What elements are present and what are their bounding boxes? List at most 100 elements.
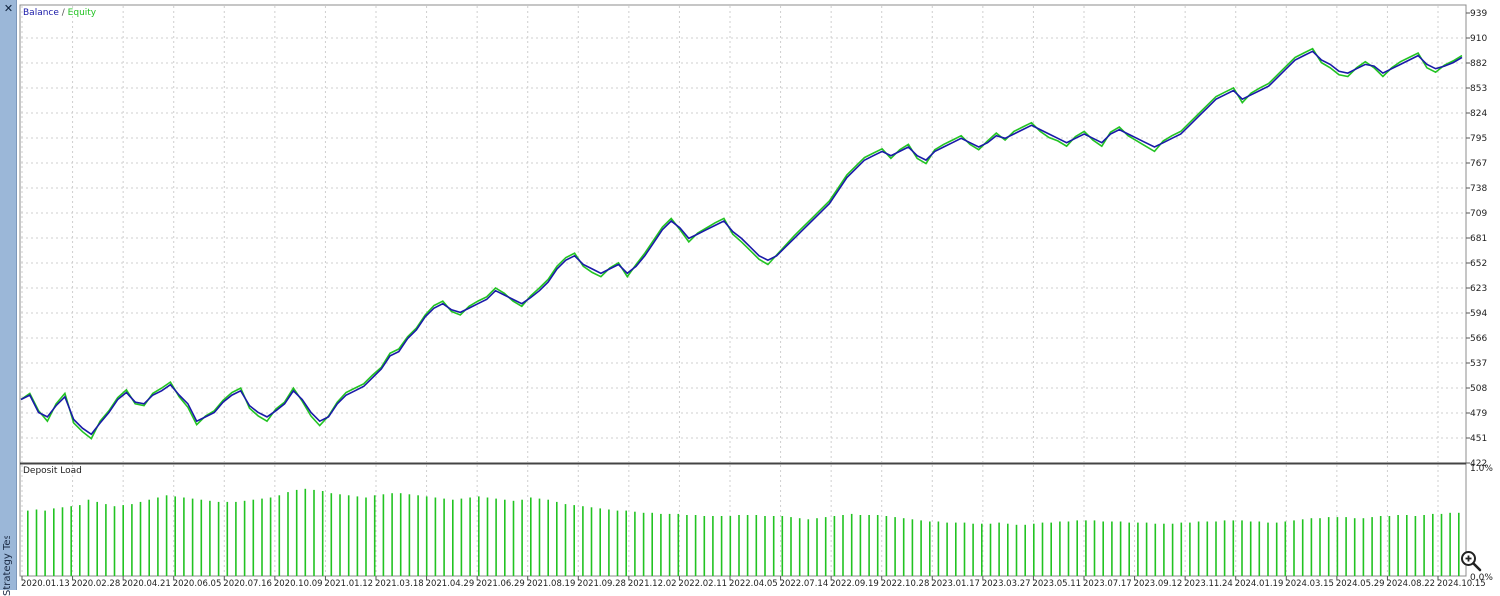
deposit-load-bar [79,505,81,576]
deposit-load-bar [469,497,471,576]
deposit-load-bar [642,512,645,576]
deposit-load-bar [1007,523,1009,576]
deposit-load-bar [495,498,497,576]
deposit-load-bar [1232,520,1235,576]
balance-line [20,50,1463,436]
deposit-load-bar [972,523,974,576]
deposit-load-bar [668,513,671,576]
deposit-load-bar [547,499,549,576]
x-tick-label: 2021.01.12 [324,579,373,589]
deposit-load-bar [937,521,940,576]
deposit-load-bar [790,517,792,576]
deposit-load-bar [460,498,463,576]
x-tick-label: 2021.04.29 [426,579,475,589]
x-tick-label: 2021.03.18 [375,579,424,589]
deposit-load-bar [1171,523,1174,576]
balance-equity-pane[interactable] [19,4,1467,464]
deposit-load-bar [226,501,229,576]
x-tick-label: 2020.07.16 [223,579,272,589]
deposit-load-bar [590,507,593,576]
x-tick-label: 2024.10.15 [1437,579,1486,589]
deposit-load-bar [1015,524,1018,576]
deposit-load-bar [1414,516,1417,576]
deposit-load-bar [1345,517,1347,576]
deposit-load-bar [998,522,1000,576]
deposit-load-bar [295,489,298,576]
deposit-load-bar [876,515,879,576]
deposit-load-bar [824,517,827,576]
deposit-load-bar [313,489,315,576]
deposit-load-bar [902,518,905,576]
deposit-load-bar [1241,520,1243,576]
deposit-load-bar [321,491,324,576]
deposit-load-bar [452,499,454,576]
deposit-load-bar [850,513,853,576]
deposit-load-bar [1050,522,1052,576]
deposit-load-bar [27,510,29,576]
deposit-load-bar [478,496,480,576]
deposit-load-bar [512,500,515,576]
deposit-load-bar [573,505,575,576]
deposit-load-bar [746,515,749,576]
deposit-load-bar [981,523,983,576]
deposit-load-bar [70,506,72,576]
deposit-load-bar [894,517,896,576]
deposit-load-bar [191,498,194,576]
x-tick-label: 2022.04.05 [729,579,778,589]
deposit-load-bar [798,518,801,576]
deposit-load-bar [833,516,836,576]
deposit-load-bar [287,492,289,576]
deposit-load-pane[interactable] [19,463,1467,577]
x-tick-label: 2020.04.21 [122,579,171,589]
deposit-load-bar [929,521,931,576]
deposit-load-bar [504,499,506,576]
main-y-tick-label: 681 [1470,234,1487,244]
deposit-load-bar [252,499,255,576]
deposit-load-bar [399,493,402,576]
deposit-load-bar [1379,516,1382,576]
deposit-load-bar [538,498,541,576]
x-tick-label: 2020.10.09 [274,579,323,589]
close-icon[interactable]: ✕ [3,2,14,15]
zoom-in-icon[interactable] [1459,549,1483,573]
deposit-load-title: Deposit Load [23,466,82,476]
x-tick-label: 2024.03.15 [1285,579,1334,589]
deposit-load-bar [1371,517,1373,576]
deposit-load-bar [486,497,489,576]
main-y-tick-label: 479 [1470,409,1487,419]
deposit-load-bar [304,488,307,576]
x-tick-label: 2024.01.19 [1235,579,1284,589]
deposit-load-bars [27,488,1460,577]
x-tick-label: 2023.09.12 [1134,579,1183,589]
deposit-load-bar [1458,512,1460,576]
deposit-load-bar [1327,517,1330,576]
deposit-load-bar [113,506,116,576]
legend-balance: Balance [23,8,59,18]
deposit-load-bar [1085,520,1087,576]
deposit-load-bar [443,498,445,576]
deposit-load-bar [417,495,419,576]
deposit-load-bar [1301,519,1304,576]
deposit-load-bar [608,509,610,576]
deposit-load-bar [44,510,46,576]
deposit-load-bar [946,522,948,576]
deposit-load-bar [1033,523,1035,576]
deposit-load-bar [105,504,107,576]
deposit-load-bar [1076,520,1078,576]
deposit-load-bar [139,501,142,576]
main-y-tick-label: 882 [1470,59,1487,69]
deposit-load-bar [356,496,359,576]
main-y-tick-label: 767 [1470,159,1487,169]
deposit-load-bar [200,499,203,576]
deposit-load-bar [521,499,523,576]
deposit-load-bar [582,506,584,576]
x-tick-label: 2023.05.11 [1032,579,1081,589]
deposit-load-bar [1353,518,1356,576]
deposit-load-bar [269,497,272,576]
deposit-y-tick-label: 1.0% [1470,464,1493,474]
main-y-tick-label: 537 [1470,359,1487,369]
deposit-load-bar [807,519,810,576]
deposit-load-bar [165,495,168,576]
deposit-load-bar [1449,512,1451,576]
main-y-axis: 939 910 882 853 824 795 767 738 709 681 652 623 594 5… [1466,9,1487,469]
